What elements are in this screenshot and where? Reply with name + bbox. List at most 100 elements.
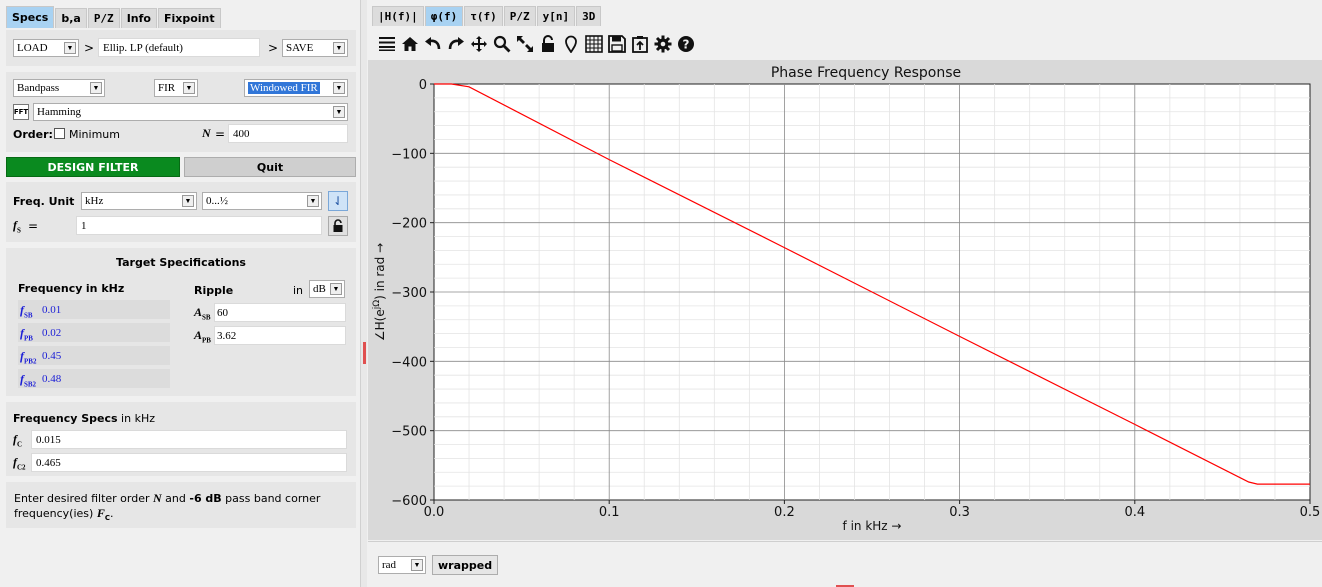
chevron-down-icon: ▼ bbox=[183, 82, 195, 94]
tab-info[interactable]: Info bbox=[120, 8, 157, 28]
ripple-in-label: in bbox=[293, 284, 304, 297]
lock-icon[interactable] bbox=[537, 32, 559, 56]
tab-ba[interactable]: b,a bbox=[55, 8, 87, 28]
help-icon[interactable]: ? bbox=[675, 32, 697, 56]
x-tick-label: 0.5 bbox=[1300, 505, 1321, 520]
window-combo[interactable]: Hamming ▼ bbox=[33, 103, 348, 121]
grid-icon[interactable] bbox=[583, 32, 605, 56]
y-tick-label: −300 bbox=[391, 286, 427, 301]
clipboard-icon[interactable] bbox=[629, 32, 651, 56]
stopband-freq-field[interactable]: 0.01 bbox=[18, 300, 170, 319]
wrapped-toggle-button[interactable]: wrapped bbox=[432, 555, 499, 575]
save-combo[interactable]: SAVE ▼ bbox=[282, 39, 348, 57]
passband-ripple-input[interactable]: 3.62 bbox=[214, 326, 346, 345]
ripple-header: Ripple bbox=[194, 284, 234, 297]
y-tick-label: −500 bbox=[391, 425, 427, 440]
menu-lines-icon[interactable] bbox=[376, 32, 398, 56]
undo-icon[interactable] bbox=[422, 32, 444, 56]
passband2-freq-field[interactable]: 0.45 bbox=[18, 346, 170, 365]
symbol: f bbox=[20, 326, 24, 340]
tab-fixpoint[interactable]: Fixpoint bbox=[157, 8, 221, 28]
tab-pz[interactable]: P/Z bbox=[87, 8, 120, 28]
plot-panel: |H(f)| φ(f) τ(f) P/Z y[n] 3D ? Phase bbox=[368, 0, 1322, 587]
y-tick-label: −400 bbox=[391, 355, 427, 370]
load-save-section: LOAD ▼ > Ellip. LP (default) > SAVE ▼ bbox=[6, 30, 356, 66]
preset-name-field[interactable]: Ellip. LP (default) bbox=[98, 38, 260, 57]
fft-window-icon[interactable]: FFT bbox=[13, 104, 29, 120]
lock-icon[interactable] bbox=[328, 216, 348, 236]
stopband-attenuation-input[interactable]: 60 bbox=[214, 303, 346, 322]
chevron-down-icon: ▼ bbox=[64, 42, 76, 54]
tab-group-delay[interactable]: τ(f) bbox=[464, 6, 503, 26]
x-tick-label: 0.4 bbox=[1124, 505, 1145, 520]
help-text-part: and bbox=[161, 492, 190, 505]
tab-phase[interactable]: φ(f) bbox=[424, 6, 464, 26]
response-type-value: Bandpass bbox=[17, 82, 60, 94]
design-method-combo[interactable]: Windowed FIR ▼ bbox=[244, 79, 348, 97]
symbol: f bbox=[20, 372, 24, 386]
home-icon[interactable] bbox=[399, 32, 421, 56]
f-sb2-label: fSB2 bbox=[20, 372, 36, 388]
chevron-down-icon: ▼ bbox=[333, 82, 345, 94]
help-text-part: . bbox=[109, 507, 114, 520]
freq-range-combo[interactable]: 0...½ ▼ bbox=[202, 192, 322, 210]
f-pb2-label: fPB2 bbox=[20, 349, 36, 365]
load-combo[interactable]: LOAD ▼ bbox=[13, 39, 79, 57]
phase-response-plot[interactable]: Phase Frequency Response 0.0 0.1 0.2 0.3 0.4… bbox=[368, 60, 1322, 540]
quit-button[interactable]: Quit bbox=[184, 157, 356, 177]
minimum-label: Minimum bbox=[69, 128, 120, 141]
a-pb-label: APB bbox=[194, 328, 211, 344]
phase-unit-combo[interactable]: rad ▼ bbox=[378, 556, 426, 574]
filter-class-combo[interactable]: FIR ▼ bbox=[154, 79, 198, 97]
help-text: Enter desired filter order N and -6 dB p… bbox=[14, 491, 344, 526]
frequency-header-text: Frequency bbox=[18, 282, 83, 295]
design-filter-button[interactable]: DESIGN FILTER bbox=[6, 157, 180, 177]
minimum-order-checkbox[interactable] bbox=[54, 128, 65, 139]
x-tick-label: 0.3 bbox=[949, 505, 970, 520]
freq-unit-combo[interactable]: kHz ▼ bbox=[81, 192, 197, 210]
tab-pole-zero[interactable]: P/Z bbox=[503, 6, 536, 26]
y-tick-label: −600 bbox=[391, 494, 427, 509]
tab-magnitude[interactable]: |H(f)| bbox=[372, 6, 424, 26]
subscript: C bbox=[17, 440, 23, 449]
symbol: f bbox=[13, 432, 17, 446]
full-view-icon[interactable] bbox=[514, 32, 536, 56]
settings-gear-icon[interactable] bbox=[652, 32, 674, 56]
chevron-down-icon: ▼ bbox=[411, 559, 423, 571]
tab-3d[interactable]: 3D bbox=[576, 6, 602, 26]
chevron-down-icon: ▼ bbox=[182, 195, 194, 207]
zoom-icon[interactable] bbox=[491, 32, 513, 56]
splitter-grip-icon[interactable] bbox=[363, 342, 366, 364]
sampling-frequency-input[interactable]: 1 bbox=[76, 216, 322, 235]
redo-icon[interactable] bbox=[445, 32, 467, 56]
filter-order-input[interactable]: 400 bbox=[228, 124, 348, 143]
tab-impulse-response[interactable]: y[n] bbox=[536, 6, 576, 26]
ripple-unit-combo[interactable]: dB ▼ bbox=[309, 280, 345, 298]
help-text-fc: F bbox=[96, 506, 105, 520]
symbol: A bbox=[194, 328, 203, 342]
freq-unit-value: kHz bbox=[85, 195, 104, 207]
chevron-down-icon: ▼ bbox=[90, 82, 102, 94]
plot-options-bar: rad ▼ wrapped bbox=[368, 541, 1322, 587]
f-c-label: fC bbox=[13, 432, 22, 448]
target-specs-title: Target Specifications bbox=[116, 256, 246, 269]
order-label: Order: bbox=[13, 128, 53, 141]
pan-icon[interactable] bbox=[468, 32, 490, 56]
symbol: f bbox=[20, 303, 24, 317]
help-text-part: pass band corner frequency(ies) bbox=[14, 492, 321, 520]
panel-splitter[interactable] bbox=[360, 0, 367, 587]
stopband2-freq-field[interactable]: 0.48 bbox=[18, 369, 170, 388]
corner-freq-input[interactable]: 0.015 bbox=[31, 430, 347, 449]
marker-icon[interactable] bbox=[560, 32, 582, 56]
phase-unit-value: rad bbox=[382, 559, 397, 571]
n-equals-sign: = bbox=[215, 127, 226, 141]
response-type-combo[interactable]: Bandpass ▼ bbox=[13, 79, 105, 97]
splitter-grip-icon[interactable] bbox=[836, 585, 854, 587]
sort-frequencies-icon[interactable]: ⇃ bbox=[328, 191, 348, 211]
help-text-n: N bbox=[153, 491, 162, 505]
arrow-separator: > bbox=[84, 41, 95, 55]
save-icon[interactable] bbox=[606, 32, 628, 56]
tab-specs[interactable]: Specs bbox=[6, 6, 55, 28]
passband-freq-field[interactable]: 0.02 bbox=[18, 323, 170, 342]
corner-freq2-input[interactable]: 0.465 bbox=[31, 453, 347, 472]
